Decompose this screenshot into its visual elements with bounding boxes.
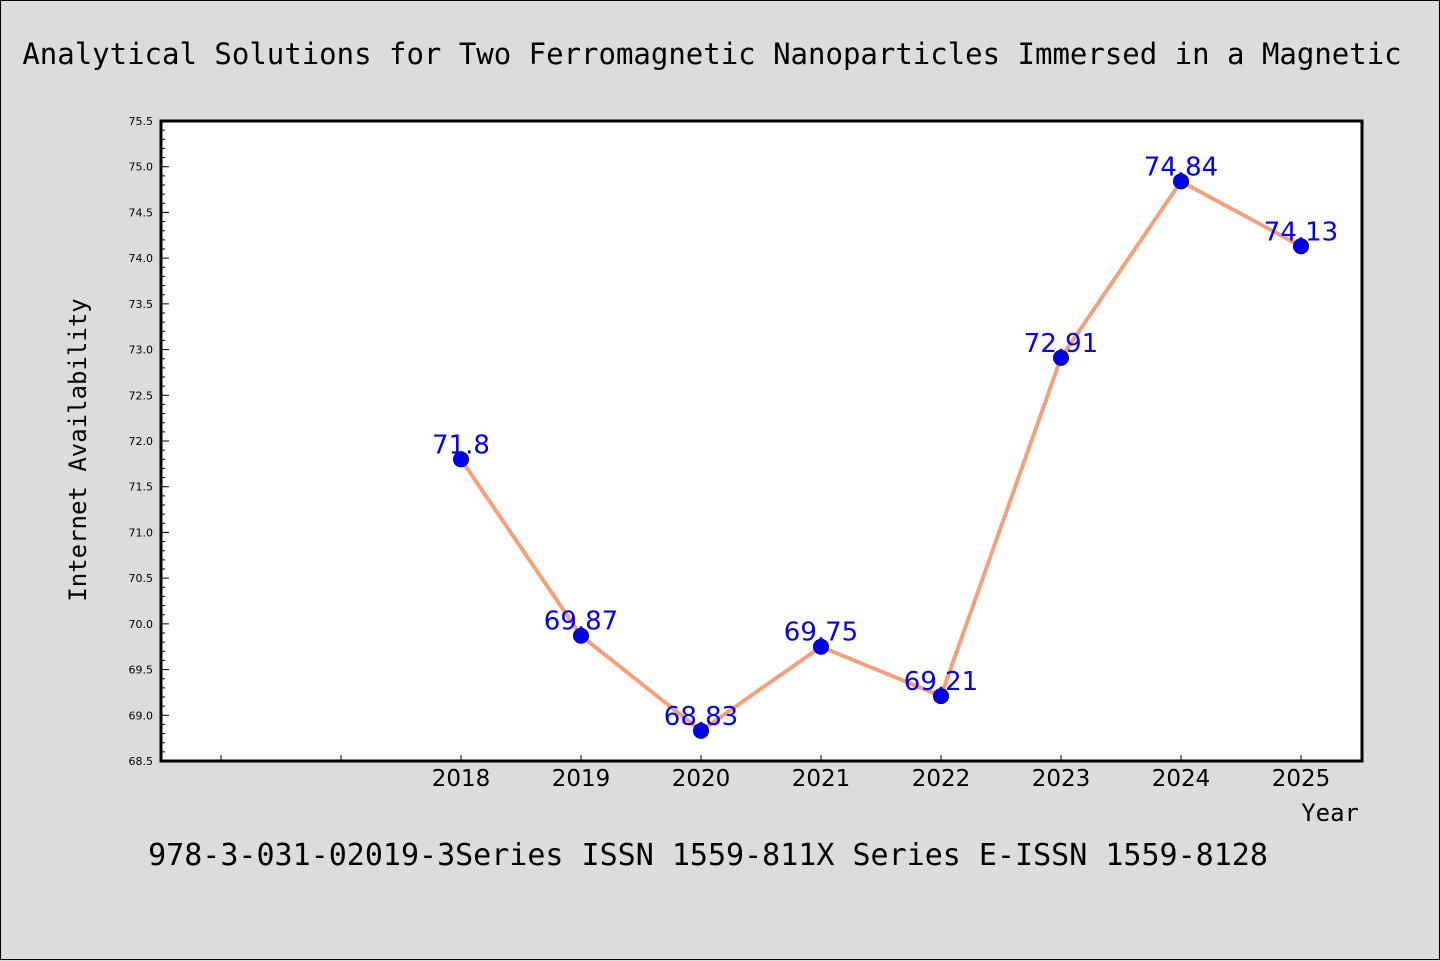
x-tick-label: 2021 (792, 766, 851, 792)
y-tick-label: 71.0 (129, 526, 154, 539)
data-point (813, 638, 829, 655)
y-tick-label: 69.5 (129, 664, 154, 677)
data-label: 74.13 (1264, 217, 1338, 247)
x-axis-ticks: 2018 2019 2020 2021 2022 2023 2024 2025 (220, 755, 1331, 792)
y-tick-label: 75.0 (129, 161, 154, 174)
y-tick-label: 68.5 (129, 755, 154, 768)
y-tick-label: 71.5 (129, 481, 154, 494)
data-labels: 71.8 69.87 68.83 69.75 69.21 72.91 74.84 74.13 (432, 152, 1338, 731)
data-label: 72.91 (1024, 329, 1098, 359)
y-axis-label: Internet Availability (64, 298, 92, 601)
y-tick-label: 70.5 (129, 572, 154, 585)
data-point (1173, 173, 1189, 190)
y-tick-label: 74.0 (129, 252, 154, 265)
y-tick-label: 73.0 (129, 344, 154, 357)
x-tick-label: 2019 (552, 766, 611, 792)
data-label: 69.75 (784, 618, 858, 648)
data-point (693, 722, 709, 739)
x-tick-label: 2024 (1152, 766, 1211, 792)
data-label: 68.83 (664, 702, 738, 732)
x-tick-label: 2023 (1032, 766, 1091, 792)
data-point (933, 688, 949, 705)
x-tick-label: 2025 (1272, 766, 1331, 792)
y-tick-label: 72.5 (129, 389, 154, 402)
series-line (459, 179, 1303, 733)
x-axis-label: Year (1301, 799, 1359, 827)
x-tick-label: 2020 (672, 766, 731, 792)
data-label: 69.21 (904, 667, 978, 697)
chart-footer-text: 978-3-031-02019-3Series ISSN 1559-811X S… (148, 838, 1268, 873)
data-point (1293, 238, 1309, 255)
y-axis-ticks: 68.5 69.0 69.5 70.0 70.5 71.0 71.5 72.0 72.5 73.0… (129, 115, 169, 768)
data-point (453, 451, 469, 468)
chart-title: Analytical Solutions for Two Ferromagnet… (22, 37, 1401, 71)
y-tick-label: 72.0 (129, 435, 154, 448)
data-point (573, 627, 589, 644)
y-tick-label: 73.5 (129, 298, 154, 311)
data-markers (453, 173, 1309, 739)
data-point (1053, 349, 1069, 366)
y-tick-label: 69.0 (129, 709, 154, 722)
data-label: 74.84 (1144, 152, 1218, 182)
y-tick-label: 75.5 (129, 115, 154, 128)
data-label: 69.87 (544, 607, 618, 637)
x-tick-label: 2022 (912, 766, 971, 792)
y-tick-label: 74.5 (129, 206, 154, 219)
plot-area (159, 119, 1364, 763)
x-tick-label: 2018 (432, 766, 491, 792)
data-label: 71.8 (432, 430, 490, 460)
y-tick-label: 70.0 (129, 618, 154, 631)
